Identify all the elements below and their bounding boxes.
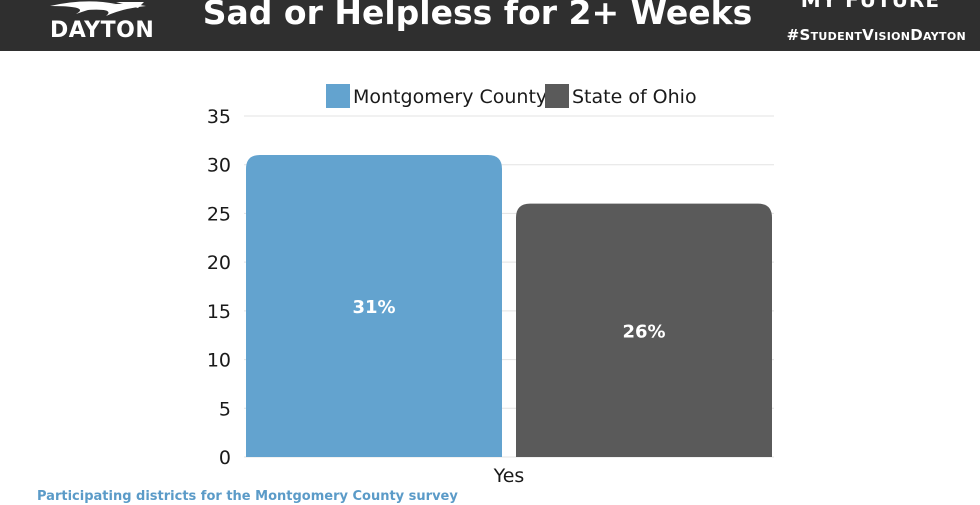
legend-swatch	[326, 84, 350, 108]
y-tick-label: 5	[219, 398, 231, 420]
brand-text: MY FUTURE	[800, 0, 940, 12]
footer-note: Participating districts for the Montgome…	[37, 489, 458, 504]
y-tick-label: 15	[207, 301, 231, 323]
legend-swatch	[545, 84, 569, 108]
legend-label: State of Ohio	[572, 86, 697, 108]
x-tick-label: Yes	[493, 465, 525, 487]
header-bar: DAYTON Sad or Helpless for 2+ Weeks MY F…	[0, 0, 980, 51]
y-tick-label: 35	[207, 106, 231, 128]
bar-montgomery-county	[246, 154, 502, 457]
y-axis-ticks: 0 5 10 15 20 25 30 35	[207, 106, 231, 469]
y-tick-label: 10	[207, 350, 231, 372]
hashtag-text: #StudentVisionDayton	[786, 26, 966, 44]
data-label: 26%	[622, 321, 665, 342]
y-tick-label: 25	[207, 203, 231, 225]
logo-swoosh-icon	[50, 1, 146, 16]
bar-chart: 0 5 10 15 20 25 30 35 31% 26% Montgomery County S…	[207, 84, 774, 487]
page-title: Sad or Helpless for 2+ Weeks	[202, 0, 753, 32]
logo-text: DAYTON	[50, 18, 155, 43]
y-tick-label: 30	[207, 155, 231, 177]
legend: Montgomery County State of Ohio	[326, 84, 697, 108]
bars: 31% 26%	[246, 154, 772, 457]
y-tick-label: 0	[219, 447, 231, 469]
y-tick-label: 20	[207, 252, 231, 274]
bar-state-of-ohio	[516, 203, 772, 457]
x-axis-ticks: Yes	[493, 465, 525, 487]
dayton-logo: DAYTON	[46, 0, 154, 46]
data-label: 31%	[352, 297, 395, 318]
legend-label: Montgomery County	[353, 86, 547, 108]
